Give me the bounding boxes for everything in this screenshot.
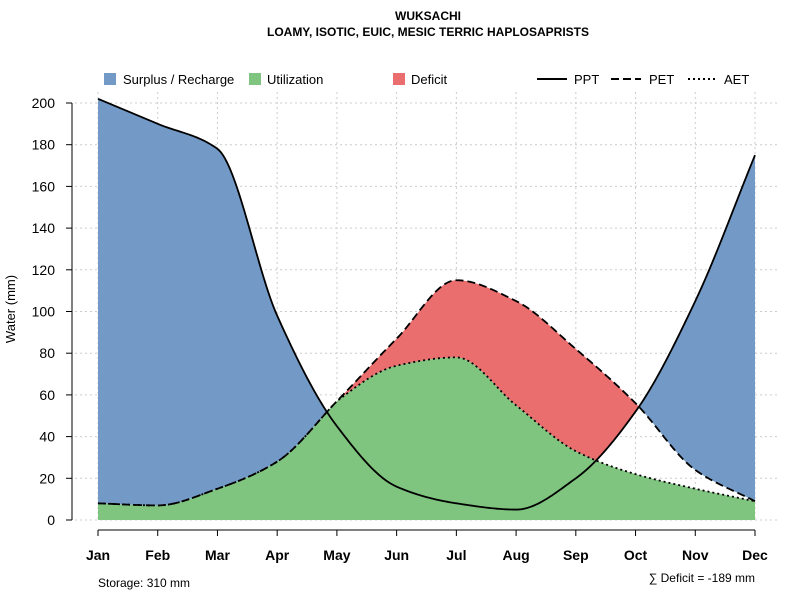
y-tick-label-200: 200 <box>32 95 56 111</box>
x-tick-label-dec: Dec <box>742 547 768 563</box>
y-tick-label-140: 140 <box>32 220 56 236</box>
x-tick-label-jan: Jan <box>86 547 110 563</box>
y-tick-label-20: 20 <box>39 470 55 486</box>
x-tick-label-jul: Jul <box>446 547 466 563</box>
legend-swatch-deficit <box>393 73 405 85</box>
axes: 0 20 40 60 80 100 120 140 160 180 200 Jan Feb Mar Apr M… <box>32 95 768 563</box>
legend-swatch-utilization <box>249 73 261 85</box>
legend-label-surplus: Surplus / Recharge <box>123 72 234 87</box>
utilization-area <box>98 357 755 520</box>
y-tick-label-0: 0 <box>47 512 55 528</box>
x-tick-label-oct: Oct <box>624 547 648 563</box>
chart-subtitle: LOAMY, ISOTIC, EUIC, MESIC TERRIC HAPLOS… <box>267 25 589 39</box>
pet-line <box>97 279 756 507</box>
legend-label-pet: PET <box>649 72 674 87</box>
surplus-recharge-area <box>98 98 755 506</box>
series-lines <box>97 97 756 511</box>
areas <box>98 98 755 520</box>
x-tick-label-apr: Apr <box>265 547 290 563</box>
deficit-annotation: ∑ Deficit = -189 mm <box>649 571 755 585</box>
legend-label-aet: AET <box>724 72 749 87</box>
y-axis-label: Water (mm) <box>3 275 18 343</box>
legend-label-utilization: Utilization <box>267 72 323 87</box>
ppt-line <box>97 97 756 511</box>
x-tick-label-nov: Nov <box>682 547 709 563</box>
legend-swatch-surplus <box>104 73 116 85</box>
x-tick-label-feb: Feb <box>145 547 170 563</box>
deficit-area <box>98 280 755 506</box>
chart-title: WUKSACHI <box>395 9 461 23</box>
legend: Surplus / Recharge Utilization Deficit P… <box>104 72 749 87</box>
x-tick-label-may: May <box>323 547 350 563</box>
y-tick-label-120: 120 <box>32 262 56 278</box>
x-tick-label-sep: Sep <box>563 547 589 563</box>
y-tick-label-100: 100 <box>32 304 56 320</box>
y-tick-label-40: 40 <box>39 429 55 445</box>
legend-label-ppt: PPT <box>574 72 599 87</box>
y-tick-label-180: 180 <box>32 137 56 153</box>
x-tick-label-jun: Jun <box>384 547 409 563</box>
x-tick-label-aug: Aug <box>502 547 529 563</box>
legend-label-deficit: Deficit <box>411 72 448 87</box>
y-tick-label-60: 60 <box>39 387 55 403</box>
x-tick-label-mar: Mar <box>205 547 230 563</box>
y-tick-label-160: 160 <box>32 178 56 194</box>
storage-annotation: Storage: 310 mm <box>98 576 190 590</box>
y-tick-label-80: 80 <box>39 345 55 361</box>
